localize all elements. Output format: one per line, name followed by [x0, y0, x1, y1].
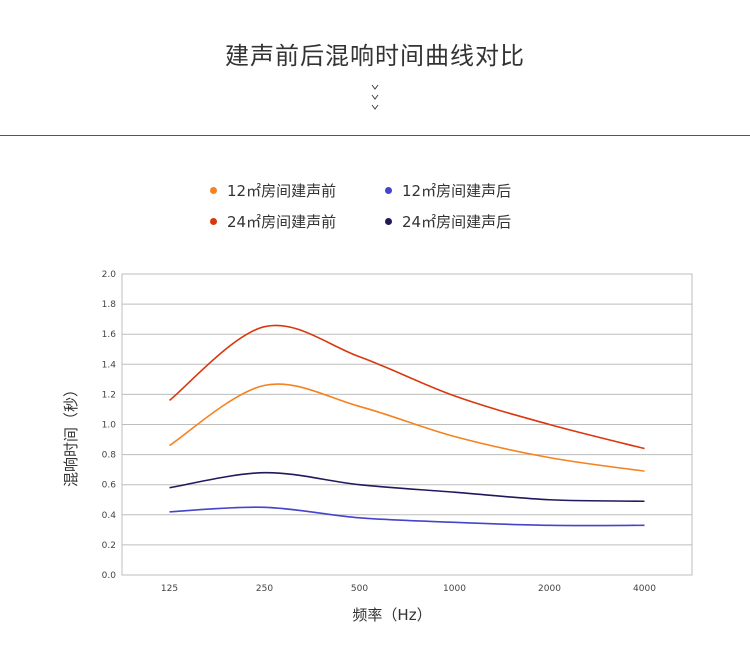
legend-label-series-3: 24㎡房间建声前: [227, 213, 337, 231]
page-title: 建声前后混响时间曲线对比: [225, 42, 525, 70]
y-tick-label: 1.6: [102, 330, 117, 340]
section-divider: [0, 135, 750, 136]
y-tick-label: 2.0: [102, 270, 117, 280]
series-line-1: [169, 383, 645, 472]
y-tick-label: 1.4: [102, 360, 117, 370]
legend-label-series-4: 24㎡房间建声后: [402, 213, 512, 231]
x-tick-label: 1000: [443, 584, 466, 594]
series-line-2: [169, 506, 645, 527]
legend-dot-series-2: [385, 187, 392, 194]
legend-label-series-1: 12㎡房间建声前: [227, 182, 337, 200]
y-tick-label: 0.8: [102, 451, 117, 461]
legend-dot-series-3: [210, 218, 217, 225]
x-tick-label: 250: [256, 584, 273, 594]
x-tick-label: 4000: [633, 584, 656, 594]
x-tick-label: 500: [351, 584, 368, 594]
y-tick-label: 1.2: [102, 390, 116, 400]
x-tick-label: 2000: [538, 584, 561, 594]
y-tick-label: 1.0: [102, 421, 117, 431]
legend-dot-series-1: [210, 187, 217, 194]
legend-item-series-1: 12㎡房间建声前: [210, 180, 336, 201]
legend-dot-series-4: [385, 218, 392, 225]
legend-item-series-3: 24㎡房间建声前: [210, 211, 336, 232]
legend-label-series-2: 12㎡房间建声后: [402, 182, 512, 200]
y-tick-label: 0.6: [102, 481, 117, 491]
legend-item-series-4: 24㎡房间建声后: [385, 211, 511, 232]
y-tick-label: 0.2: [102, 541, 116, 551]
legend-item-series-2: 12㎡房间建声后: [385, 180, 511, 201]
series-line-3: [169, 324, 645, 450]
y-tick-label: 1.8: [102, 300, 117, 310]
scroll-down-chevrons-icon: [0, 82, 750, 112]
x-axis-title: 频率（Hz）: [352, 606, 431, 624]
y-axis-title: 混响时间（秒）: [62, 382, 80, 487]
x-tick-label: 125: [161, 584, 178, 594]
y-tick-label: 0.4: [102, 511, 117, 521]
series-line-4: [169, 471, 645, 503]
y-tick-label: 0.0: [102, 571, 117, 581]
